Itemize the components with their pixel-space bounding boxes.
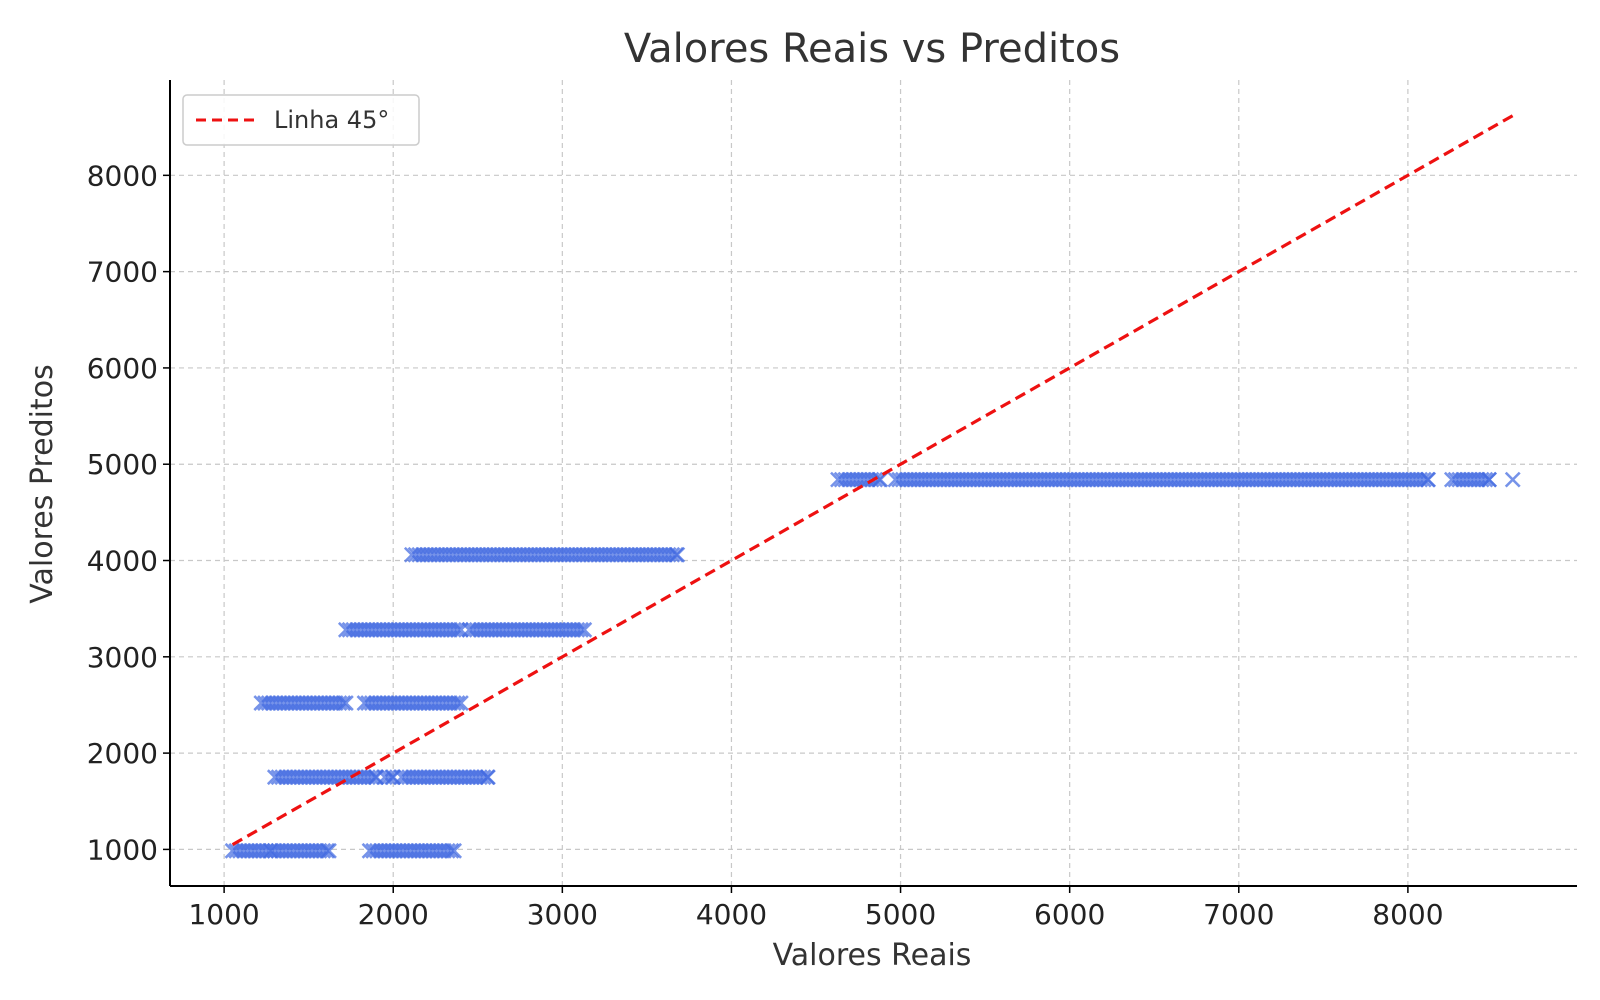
data-point [1473,471,1490,488]
axes [163,80,1577,893]
x-tick-label: 3000 [527,898,598,931]
data-point [443,842,460,859]
data-point [315,842,332,859]
data-point [380,769,397,786]
data-point [669,546,686,563]
y-tick-label: 5000 [87,448,158,481]
reference-line-45 [231,114,1514,846]
data-point [872,471,889,488]
chart-title: Valores Reais vs Preditos [624,26,1120,72]
y-tick-label: 1000 [87,833,158,866]
y-tick-label: 6000 [87,352,158,385]
data-point [1481,471,1497,488]
data-point [475,769,492,786]
data-point [576,621,593,638]
x-tick-label: 6000 [1034,898,1105,931]
scatter-points [224,471,1521,859]
legend: Linha 45° [182,94,420,146]
x-tick-label: 2000 [358,898,429,931]
data-point [331,695,348,711]
data-point [1504,471,1521,488]
y-axis-label: Valores Preditos [25,364,60,603]
data-point [319,842,335,859]
x-axis-label: Valores Reais [773,938,972,973]
data-point [573,621,589,638]
x-tick-label: 8000 [1372,898,1443,931]
data-point [449,621,466,638]
data-point [569,621,586,638]
data-point [337,695,354,711]
x-tick-label: 5000 [865,898,936,931]
y-tick-label: 2000 [87,737,158,770]
data-point [445,695,462,711]
data-point [439,842,456,859]
data-point [664,546,681,563]
legend-box [182,94,420,146]
data-point [1477,471,1494,488]
x-tick-label: 1000 [188,898,259,931]
data-point [446,842,463,859]
y-tick-label: 8000 [87,159,158,192]
data-point [335,695,352,711]
x-tick-label: 7000 [1203,898,1274,931]
y-tick-label: 4000 [87,545,158,578]
x-tick-label: 4000 [696,898,767,931]
reference-line-layer [231,114,1514,846]
data-point [1415,471,1432,488]
y-tick-label: 7000 [87,256,158,289]
data-point [1420,471,1437,488]
data-point [449,695,466,711]
tick-labels: 1000 2000 3000 4000 5000 6000 7000 8000 1000 2000… [87,159,1444,931]
data-point [321,842,337,859]
data-point [452,695,469,711]
legend-label: Linha 45° [274,106,389,134]
data-point [480,769,496,786]
data-point [363,769,380,786]
data-point [445,621,462,638]
y-tick-label: 3000 [87,641,158,674]
